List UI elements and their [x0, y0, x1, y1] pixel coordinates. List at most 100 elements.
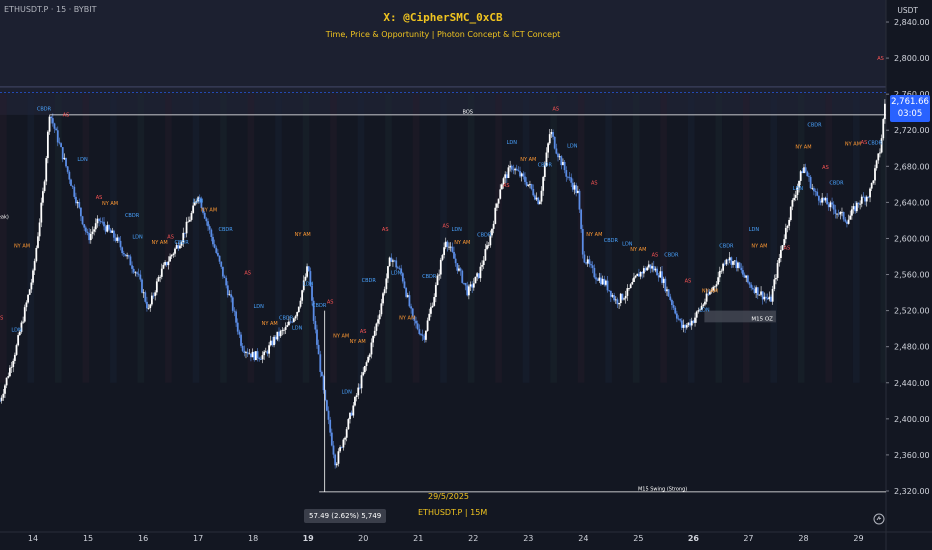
candle-body	[656, 268, 658, 276]
candle-body	[654, 268, 657, 271]
candle-body	[629, 284, 632, 289]
candle-body	[106, 225, 109, 232]
candle-body	[357, 387, 360, 396]
candle-body	[601, 278, 604, 285]
session-band	[357, 94, 365, 383]
candle-body	[827, 204, 830, 208]
candle-body	[659, 271, 662, 278]
candle-body	[697, 310, 700, 312]
candle-body	[182, 232, 185, 243]
y-tick-label: 2,520.00	[894, 307, 930, 316]
candle-body	[748, 282, 751, 285]
session-label-cbdr: CBDR	[312, 303, 327, 309]
candle-body	[694, 317, 696, 323]
candle-body	[448, 246, 450, 248]
candle-body	[755, 287, 758, 293]
candle-body	[40, 202, 43, 223]
candle-body	[73, 186, 76, 197]
candle-body	[274, 336, 277, 340]
candle-body	[190, 212, 193, 220]
session-label-cbdr: CBDR	[868, 141, 883, 147]
candle-body	[33, 261, 36, 271]
candle-body	[727, 259, 729, 261]
candle-body	[66, 166, 69, 172]
session-label-ldn: LDN	[793, 186, 804, 192]
refresh-icon[interactable]	[873, 513, 885, 525]
candle-body	[644, 268, 647, 271]
candle-body	[187, 221, 190, 223]
candle-body	[410, 306, 412, 309]
candle-body	[803, 167, 805, 173]
candle-body	[444, 241, 447, 248]
candle-body	[354, 397, 356, 406]
candle-body	[46, 131, 49, 159]
candle-body	[13, 354, 16, 361]
candle-body	[385, 278, 388, 290]
candle-body	[332, 445, 335, 455]
candle-body	[253, 351, 256, 361]
brand-subtitle: Time, Price & Opportunity | Photon Conce…	[325, 30, 561, 39]
candle-body	[548, 134, 551, 144]
candle-body	[788, 219, 791, 226]
session-label-ldn: LDN	[292, 326, 303, 332]
candle-body	[433, 297, 436, 306]
session-label-cbdr: CBDR	[604, 238, 619, 244]
candle-body	[532, 188, 535, 196]
candle-body	[674, 307, 677, 314]
x-tick-label: 26	[688, 534, 700, 543]
candle-body	[382, 293, 384, 304]
candle-body	[179, 245, 181, 249]
session-band	[110, 94, 117, 383]
currency-label[interactable]: USDT	[897, 6, 918, 15]
candle-body	[406, 295, 409, 297]
candle-body	[459, 268, 462, 271]
candle-body	[342, 439, 345, 448]
candle-body	[773, 279, 776, 289]
candle-body	[117, 237, 120, 241]
candle-body	[202, 207, 204, 213]
candle-body	[314, 320, 317, 330]
candle-body	[126, 255, 129, 257]
candle-body	[469, 284, 472, 287]
candle-body	[352, 405, 355, 416]
candle-body	[220, 261, 223, 267]
candle-body	[596, 279, 599, 281]
candle-body	[144, 292, 147, 302]
candle-body	[806, 171, 809, 177]
candle-body	[142, 292, 145, 294]
candle-body	[481, 265, 483, 267]
candle-body	[98, 218, 100, 221]
candle-body	[301, 290, 304, 301]
y-tick-label: 2,440.00	[894, 379, 930, 388]
candle-body	[832, 204, 835, 210]
candle-body	[857, 202, 860, 205]
candle-body	[339, 447, 341, 452]
brand-title: X: @CipherSMC_0xCB	[383, 11, 503, 24]
session-label-cbdr: CBDR	[807, 123, 822, 129]
price-axis[interactable]	[886, 0, 932, 550]
candle-body	[492, 223, 495, 229]
candle-body	[443, 247, 446, 256]
session-label-as: AS	[360, 329, 367, 335]
candle-body	[439, 259, 442, 275]
candle-body	[621, 293, 624, 300]
candle-body	[666, 289, 668, 292]
candle-body	[538, 201, 541, 205]
candle-body	[453, 251, 455, 259]
candle-body	[679, 319, 682, 321]
candle-body	[482, 260, 485, 266]
candle-body	[783, 239, 786, 246]
session-label-ldn: LDN	[452, 227, 463, 233]
candle-body	[37, 236, 39, 248]
candle-body	[167, 261, 170, 266]
candle-body	[854, 206, 857, 212]
candle-body	[312, 300, 315, 321]
candle-body	[337, 451, 340, 464]
candle-body	[70, 179, 72, 186]
candle-body	[634, 276, 637, 278]
candle-body	[317, 344, 320, 355]
session-label-nyam: NY AM	[702, 289, 718, 295]
candle-body	[235, 311, 237, 323]
candle-body	[152, 295, 155, 297]
